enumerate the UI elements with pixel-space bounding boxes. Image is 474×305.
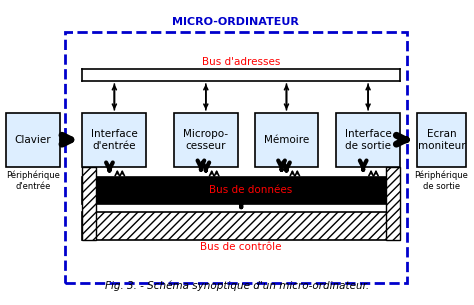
Text: Interface
de sortie: Interface de sortie — [345, 129, 392, 151]
Bar — [65, 32, 407, 283]
Text: Bus d'adresses: Bus d'adresses — [202, 57, 281, 67]
Bar — [417, 113, 466, 167]
Text: Clavier: Clavier — [14, 135, 51, 145]
Bar — [82, 113, 146, 167]
Text: Fig. 3. - Schéma synoptique d'un micro-ordinateur.: Fig. 3. - Schéma synoptique d'un micro-o… — [105, 280, 369, 291]
Text: MICRO-ORDINATEUR: MICRO-ORDINATEUR — [173, 17, 299, 27]
Text: Mémoire: Mémoire — [264, 135, 309, 145]
Bar — [255, 113, 319, 167]
Text: Périphérique
de sortie: Périphérique de sortie — [414, 171, 468, 191]
Bar — [82, 167, 96, 239]
Bar — [386, 167, 400, 239]
Text: Bus de données: Bus de données — [210, 185, 292, 196]
Text: Ecran
moniteur: Ecran moniteur — [418, 129, 465, 151]
Text: Bus de contrôle: Bus de contrôle — [201, 242, 282, 253]
Text: Interface
d'entrée: Interface d'entrée — [91, 129, 138, 151]
Bar — [6, 113, 60, 167]
Text: Périphérique
d'entrée: Périphérique d'entrée — [6, 171, 60, 191]
Bar — [82, 177, 400, 204]
Bar — [82, 212, 400, 239]
Bar — [174, 113, 238, 167]
Bar — [336, 113, 400, 167]
Text: Micropo-
cesseur: Micropo- cesseur — [183, 129, 228, 151]
